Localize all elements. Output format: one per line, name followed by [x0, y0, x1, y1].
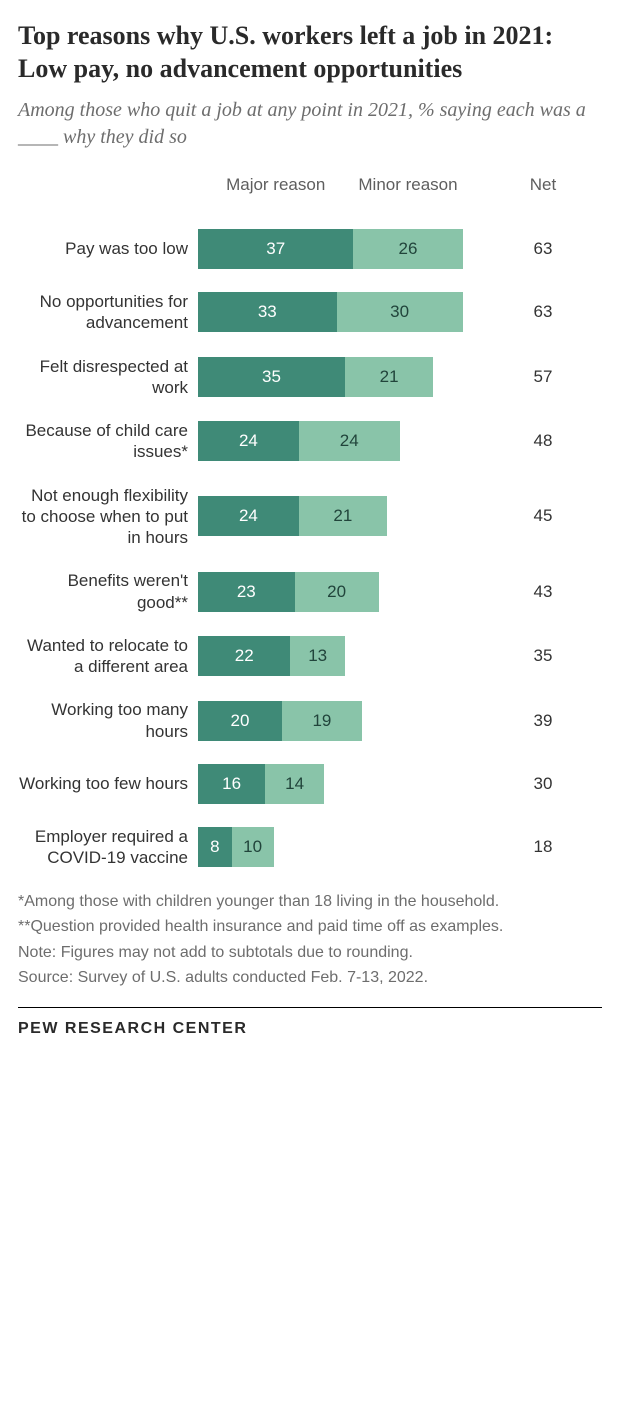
chart-row: Working too few hours161430 [18, 764, 602, 804]
bar-minor: 13 [290, 636, 345, 676]
bar-minor: 14 [265, 764, 324, 804]
bar-major: 20 [198, 701, 282, 741]
row-net: 45 [508, 506, 578, 526]
bar-major: 33 [198, 292, 337, 332]
footnote-line: Note: Figures may not add to subtotals d… [18, 941, 602, 964]
row-net: 63 [508, 239, 578, 259]
row-bars: 3521 [198, 357, 508, 397]
row-net: 18 [508, 837, 578, 857]
bar-minor: 19 [282, 701, 362, 741]
bar-major: 23 [198, 572, 295, 612]
bar-minor: 21 [345, 357, 433, 397]
footnote-line: Source: Survey of U.S. adults conducted … [18, 966, 602, 989]
row-net: 57 [508, 367, 578, 387]
row-label: Working too few hours [18, 773, 198, 794]
chart-rows-container: Pay was too low372663No opportunities fo… [18, 229, 602, 868]
bar-major: 35 [198, 357, 345, 397]
row-net: 43 [508, 582, 578, 602]
bar-major: 8 [198, 827, 232, 867]
chart-column-headers: Major reason Minor reason Net [18, 175, 602, 215]
row-net: 48 [508, 431, 578, 451]
row-bars: 2421 [198, 496, 508, 536]
bar-minor: 30 [337, 292, 463, 332]
chart-row: Employer required a COVID-19 vaccine8101… [18, 826, 602, 869]
bar-major: 24 [198, 421, 299, 461]
bar-major: 22 [198, 636, 290, 676]
bar-minor: 24 [299, 421, 400, 461]
bar-major: 37 [198, 229, 353, 269]
row-label: Not enough flexibility to choose when to… [18, 485, 198, 549]
source-attribution: PEW RESEARCH CENTER [18, 1007, 602, 1038]
row-bars: 3330 [198, 292, 508, 332]
chart-row: No opportunities for advancement333063 [18, 291, 602, 334]
bar-minor: 20 [295, 572, 379, 612]
header-net: Net [508, 175, 578, 215]
row-label: Wanted to relocate to a different area [18, 635, 198, 678]
row-label: Because of child care issues* [18, 420, 198, 463]
row-bars: 810 [198, 827, 508, 867]
row-net: 35 [508, 646, 578, 666]
row-label: No opportunities for advancement [18, 291, 198, 334]
footnotes: *Among those with children younger than … [18, 890, 602, 989]
row-bars: 2213 [198, 636, 508, 676]
row-bars: 2424 [198, 421, 508, 461]
chart-title: Top reasons why U.S. workers left a job … [18, 20, 602, 85]
row-label: Felt disrespected at work [18, 356, 198, 399]
bar-major: 16 [198, 764, 265, 804]
row-net: 30 [508, 774, 578, 794]
chart-row: Pay was too low372663 [18, 229, 602, 269]
row-net: 39 [508, 711, 578, 731]
chart-row: Felt disrespected at work352157 [18, 356, 602, 399]
bar-header-area: Major reason Minor reason [198, 175, 508, 215]
bar-minor: 10 [232, 827, 274, 867]
bar-major: 24 [198, 496, 299, 536]
bar-minor: 21 [299, 496, 387, 536]
bar-minor: 26 [353, 229, 462, 269]
row-label: Employer required a COVID-19 vaccine [18, 826, 198, 869]
row-bars: 2019 [198, 701, 508, 741]
row-bars: 1614 [198, 764, 508, 804]
chart-row: Not enough flexibility to choose when to… [18, 485, 602, 549]
chart-row: Benefits weren't good**232043 [18, 570, 602, 613]
footnote-line: *Among those with children younger than … [18, 890, 602, 913]
header-major: Major reason [198, 175, 353, 195]
row-label: Working too many hours [18, 699, 198, 742]
footnote-line: **Question provided health insurance and… [18, 915, 602, 938]
row-label: Benefits weren't good** [18, 570, 198, 613]
header-minor: Minor reason [353, 175, 462, 195]
chart-subtitle: Among those who quit a job at any point … [18, 97, 602, 151]
row-bars: 3726 [198, 229, 508, 269]
row-bars: 2320 [198, 572, 508, 612]
row-net: 63 [508, 302, 578, 322]
chart-row: Working too many hours201939 [18, 699, 602, 742]
chart-row: Wanted to relocate to a different area22… [18, 635, 602, 678]
chart-row: Because of child care issues*242448 [18, 420, 602, 463]
row-label: Pay was too low [18, 238, 198, 259]
